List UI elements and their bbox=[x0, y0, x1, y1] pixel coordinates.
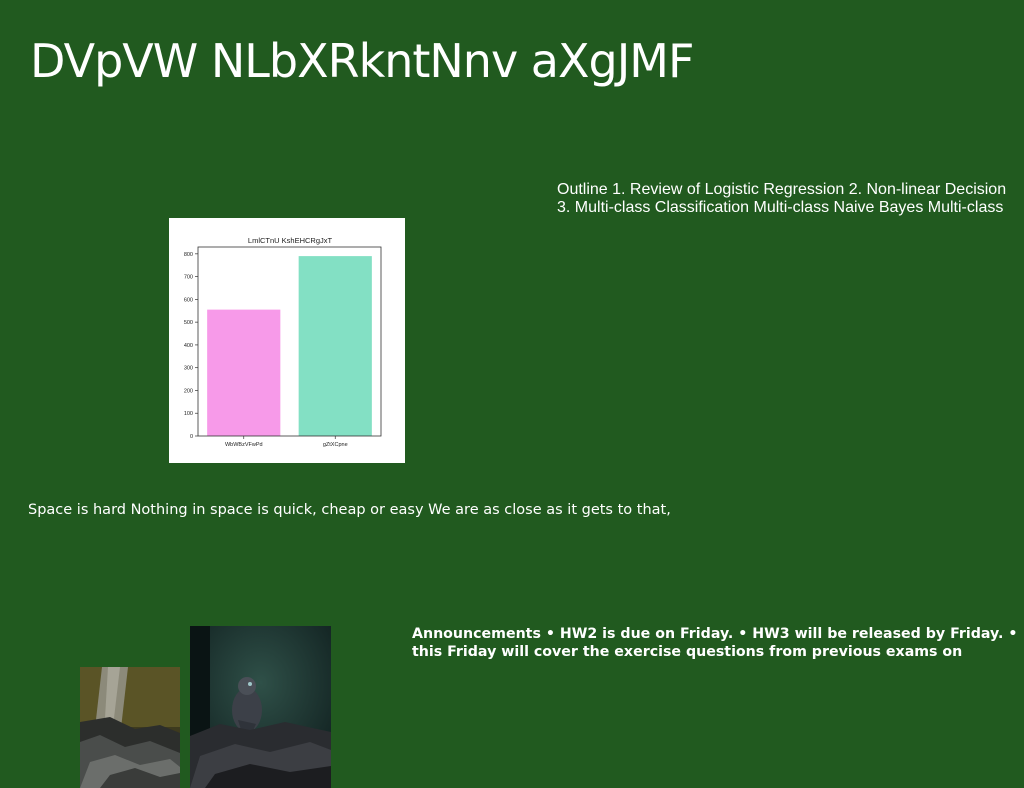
y-tick-label: 800 bbox=[184, 252, 193, 258]
announcement-line: this Friday will cover the exercise ques… bbox=[412, 644, 963, 660]
x-tick-label: WbWBzVFwPd bbox=[225, 442, 263, 448]
bird-photo bbox=[190, 626, 331, 788]
y-tick-label: 100 bbox=[184, 411, 193, 417]
x-tick-label: gZtXCpne bbox=[323, 442, 348, 448]
announcement-line: Announcements • HW2 is due on Friday. • … bbox=[412, 626, 1018, 642]
outline-line: Outline 1. Review of Logistic Regression… bbox=[557, 181, 1007, 198]
slide-title: DVpVW NLbXRkntNnv aXgJMF bbox=[30, 34, 694, 88]
bar bbox=[298, 256, 372, 436]
caption-text: Space is hard Nothing in space is quick,… bbox=[28, 502, 671, 518]
y-tick-label: 0 bbox=[190, 434, 193, 440]
announcements-text: Announcements • HW2 is due on Friday. • … bbox=[412, 625, 1018, 661]
outline-line: 3. Multi-class Classification Multi-clas… bbox=[557, 199, 1004, 216]
outline-text: Outline 1. Review of Logistic Regression… bbox=[557, 181, 1017, 217]
y-tick-label: 200 bbox=[184, 388, 193, 394]
plot-frame bbox=[197, 246, 382, 437]
y-tick-label: 700 bbox=[184, 275, 193, 281]
y-tick-label: 500 bbox=[184, 320, 193, 326]
y-tick-label: 600 bbox=[184, 297, 193, 303]
bar bbox=[207, 309, 281, 436]
bar-chart: LmlCTnU KshEHCRgJxT 0 100 200 300 400 500 600 7… bbox=[169, 218, 405, 463]
y-tick-label: 300 bbox=[184, 366, 193, 372]
bar-chart-svg: LmlCTnU KshEHCRgJxT 0 100 200 300 400 500 600 7… bbox=[184, 236, 382, 448]
chart-title: LmlCTnU KshEHCRgJxT bbox=[248, 236, 333, 245]
y-tick-label: 400 bbox=[184, 343, 193, 349]
rocks-photo bbox=[80, 667, 180, 788]
